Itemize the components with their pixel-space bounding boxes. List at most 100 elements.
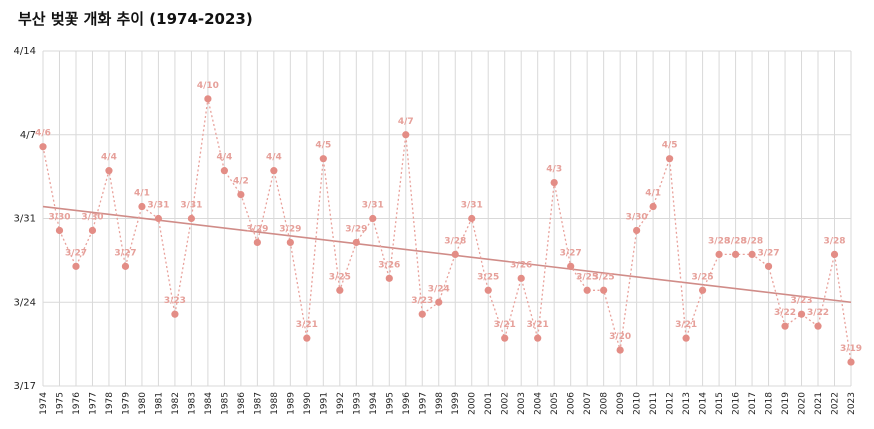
series-layer xyxy=(39,95,855,366)
x-tick-label: 2006 xyxy=(567,392,577,415)
data-label: 4/4 xyxy=(101,153,117,163)
data-point xyxy=(88,226,97,235)
x-tick-label: 1991 xyxy=(319,392,329,415)
data-label: 3/23 xyxy=(790,296,812,306)
data-label: 4/1 xyxy=(134,189,150,199)
data-label: 3/21 xyxy=(296,320,318,330)
data-point xyxy=(303,334,311,342)
data-label: 3/22 xyxy=(774,308,796,318)
data-label: 4/2 xyxy=(233,177,249,187)
data-label: 3/26 xyxy=(378,260,400,270)
x-tick-label: 2023 xyxy=(847,392,857,415)
x-tick-label: 2017 xyxy=(748,392,758,415)
data-label: 3/26 xyxy=(510,260,532,270)
data-label: 3/27 xyxy=(758,248,780,258)
data-point xyxy=(72,262,80,270)
data-point xyxy=(55,226,64,235)
data-label: 3/31 xyxy=(362,201,384,211)
data-point xyxy=(600,286,608,294)
data-point xyxy=(385,274,393,282)
x-tick-label: 2003 xyxy=(517,392,527,415)
x-tick-label: 1981 xyxy=(154,392,164,415)
x-tick-label: 2009 xyxy=(616,392,626,415)
data-label: 3/25 xyxy=(593,272,615,282)
y-tick-label: 4/7 xyxy=(20,130,36,141)
data-point xyxy=(517,274,525,282)
data-point xyxy=(731,250,740,258)
x-tick-label: 1982 xyxy=(171,392,181,415)
x-tick-label: 1999 xyxy=(451,392,461,415)
data-label: 3/28 xyxy=(708,236,730,246)
x-tick-label: 1993 xyxy=(352,392,362,415)
x-tick-label: 2021 xyxy=(814,392,824,415)
x-tick-label: 2016 xyxy=(732,392,742,415)
data-label: 3/25 xyxy=(692,272,714,282)
x-tick-label: 1980 xyxy=(138,392,148,415)
data-label: 4/5 xyxy=(315,141,331,151)
x-tick-label: 2001 xyxy=(484,392,494,415)
data-label: 3/27 xyxy=(65,248,87,258)
x-tick-label: 1976 xyxy=(72,392,82,415)
data-label: 3/21 xyxy=(494,320,516,330)
x-tick-label: 1978 xyxy=(105,392,115,415)
data-point xyxy=(237,190,245,199)
data-point xyxy=(369,214,377,223)
data-label: 3/24 xyxy=(428,284,450,294)
x-tick-label: 1996 xyxy=(402,392,412,415)
x-tick-label: 2014 xyxy=(699,392,709,415)
data-label: 4/10 xyxy=(197,81,219,91)
data-label: 3/30 xyxy=(48,212,70,222)
data-point xyxy=(435,298,443,306)
data-point xyxy=(402,131,410,139)
data-label: 3/29 xyxy=(279,224,301,234)
data-label: 4/6 xyxy=(35,129,51,139)
data-label: 3/21 xyxy=(527,320,549,330)
x-tick-label: 1979 xyxy=(121,392,131,415)
data-label: 3/27 xyxy=(114,248,136,258)
data-point xyxy=(171,310,179,318)
data-label: 3/25 xyxy=(576,272,598,282)
y-tick-label: 3/31 xyxy=(14,214,36,225)
data-label: 4/4 xyxy=(216,153,232,163)
data-point xyxy=(253,238,261,247)
x-tick-label: 1995 xyxy=(385,392,395,415)
data-point xyxy=(286,238,294,247)
y-tick-label: 4/14 xyxy=(14,46,36,57)
data-point xyxy=(748,250,756,258)
x-tick-label: 1989 xyxy=(286,392,296,415)
chart-title: 부산 벚꽃 개화 추이 (1974-2023) xyxy=(18,10,253,28)
x-tick-label: 2018 xyxy=(765,392,775,415)
data-point xyxy=(187,214,196,223)
data-point xyxy=(501,334,509,342)
data-label: 4/5 xyxy=(662,141,678,151)
data-point xyxy=(567,262,575,270)
x-tick-label: 2004 xyxy=(534,392,544,415)
x-tick-label: 2013 xyxy=(682,392,692,415)
data-label: 3/20 xyxy=(609,332,631,342)
data-point xyxy=(352,238,360,247)
data-point xyxy=(39,143,47,151)
x-tick-label: 2020 xyxy=(798,392,808,415)
data-label: 3/27 xyxy=(560,248,582,258)
data-point xyxy=(583,286,591,294)
data-point xyxy=(336,286,344,294)
data-point xyxy=(220,167,228,175)
x-tick-label: 2022 xyxy=(831,392,841,415)
x-tick-label: 1977 xyxy=(88,392,98,415)
data-point xyxy=(451,250,459,258)
data-point xyxy=(319,155,327,163)
x-tick-label: 1985 xyxy=(220,392,230,415)
data-point xyxy=(764,262,773,270)
x-tick-label: 1988 xyxy=(270,392,280,415)
x-tick-label: 1994 xyxy=(369,392,379,415)
data-label: 3/23 xyxy=(164,296,186,306)
x-tick-label: 1997 xyxy=(418,392,428,415)
data-label: 3/30 xyxy=(626,212,648,222)
data-label: 4/4 xyxy=(266,153,282,163)
x-tick-label: 1975 xyxy=(55,392,65,415)
data-label: 3/28 xyxy=(444,236,466,246)
data-point xyxy=(270,167,278,175)
data-label: 3/23 xyxy=(411,296,433,306)
data-label: 3/28 xyxy=(741,236,763,246)
data-label: 3/28 xyxy=(725,236,747,246)
